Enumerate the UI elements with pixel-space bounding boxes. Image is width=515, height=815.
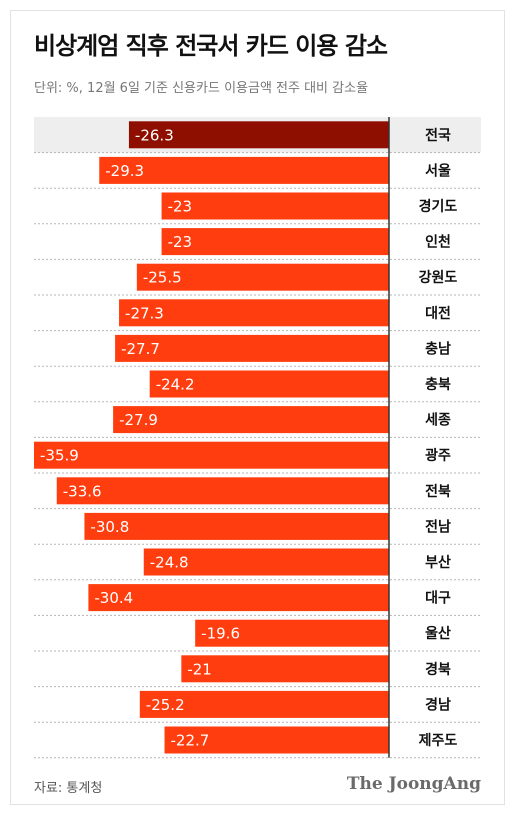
value-label: -19.6 [201, 625, 240, 643]
bar [88, 584, 390, 612]
bar [139, 690, 389, 718]
region-label: 울산 [425, 625, 451, 642]
region-label: 제주도 [419, 733, 458, 749]
bar [149, 370, 389, 398]
region-label: 광주 [425, 447, 451, 464]
region-label: 전남 [425, 518, 451, 535]
value-label: -25.2 [146, 696, 185, 714]
value-label: -27.9 [119, 411, 158, 429]
region-label: 충북 [425, 377, 451, 393]
bar [56, 477, 389, 505]
region-label: 충남 [425, 340, 451, 357]
value-label: -22.7 [171, 732, 210, 750]
bar [34, 441, 389, 469]
bar [143, 548, 389, 576]
bar [136, 263, 389, 291]
region-label: 부산 [425, 554, 451, 571]
value-label: -27.7 [121, 340, 160, 358]
bar [99, 156, 390, 184]
chart-subtitle: 단위: %, 12월 6일 기준 신용카드 이용금액 전주 대비 감소율 [34, 81, 369, 96]
region-label: 세종 [425, 413, 451, 429]
bar [119, 299, 390, 327]
bar [128, 121, 389, 149]
region-label: 전국 [425, 127, 451, 144]
value-label: -26.3 [135, 126, 174, 144]
region-label: 대구 [425, 591, 451, 607]
bar [181, 655, 389, 683]
region-label: 경북 [425, 661, 451, 678]
bar [164, 726, 389, 754]
value-label: -27.3 [125, 304, 164, 322]
card-frame [10, 10, 505, 805]
publisher-logo: The JoongAng [346, 774, 481, 794]
bar [115, 334, 389, 362]
bar [113, 406, 389, 434]
value-label: -30.4 [94, 589, 133, 607]
region-label: 전북 [425, 483, 451, 500]
value-label: -29.3 [105, 162, 144, 180]
value-label: -35.9 [40, 447, 79, 465]
region-label: 대전 [425, 305, 451, 322]
region-label: 강원도 [419, 269, 458, 286]
bar [161, 228, 389, 256]
region-label: 인천 [425, 234, 451, 251]
value-label: -24.8 [150, 554, 189, 572]
region-label: 서울 [425, 162, 451, 179]
bar [161, 192, 389, 220]
bar [84, 512, 389, 540]
value-label: -24.2 [156, 376, 195, 394]
value-label: -30.8 [90, 518, 129, 536]
chart-title: 비상계엄 직후 전국서 카드 이용 감소 [34, 32, 388, 60]
source-note: 자료: 통계청 [34, 781, 103, 796]
bar [195, 619, 389, 647]
region-label: 경남 [425, 696, 451, 713]
value-label: -23 [168, 233, 193, 251]
value-label: -25.5 [143, 269, 182, 287]
region-label: 경기도 [419, 198, 458, 215]
value-label: -21 [187, 660, 212, 678]
value-label: -23 [168, 198, 193, 216]
value-label: -33.6 [63, 482, 102, 500]
